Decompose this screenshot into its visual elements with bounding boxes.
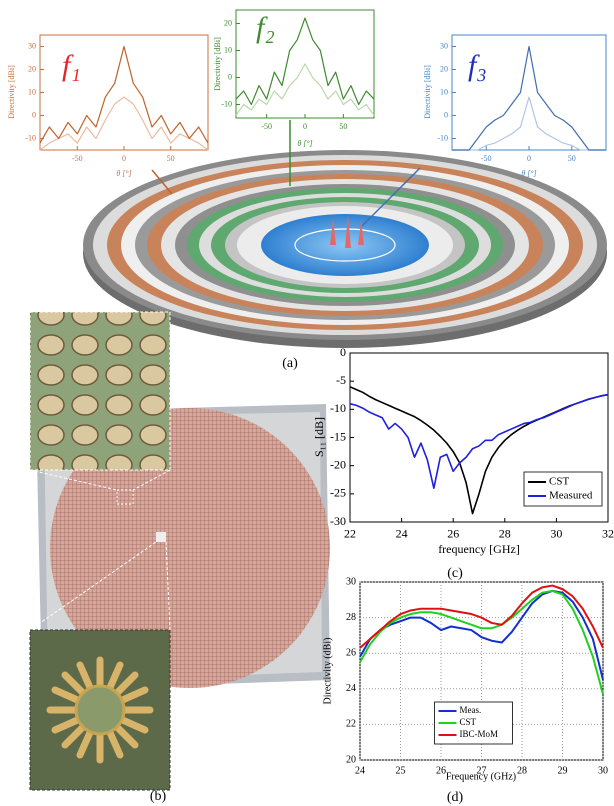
legend-label: Meas. <box>460 705 482 715</box>
x-tick-label: 28 <box>499 527 511 541</box>
y-tick-label: 24 <box>346 683 356 694</box>
x-tick-label: 30 <box>550 527 562 541</box>
y-tick-label: 0 <box>228 72 232 81</box>
legend-label: CST <box>549 476 569 488</box>
y-tick-label: -10 <box>221 99 232 108</box>
y-tick-label: -25 <box>330 486 346 500</box>
y-tick-label: 0 <box>32 110 36 119</box>
legend-label: IBC-MoM <box>460 729 499 739</box>
x-axis-label: θ [°] <box>297 139 312 148</box>
x-tick-label: 50 <box>167 154 175 163</box>
panel-label: (a) <box>282 356 298 371</box>
y-tick-label: 20 <box>28 64 36 73</box>
y-tick-label: -10 <box>25 133 36 142</box>
y-tick-label: 10 <box>224 45 232 54</box>
y-tick-label: -20 <box>330 457 346 471</box>
x-tick-label: 32 <box>602 527 614 541</box>
x-tick-label: 25 <box>396 765 406 776</box>
x-tick-label: -50 <box>481 154 492 163</box>
y-tick-label: 20 <box>346 754 356 765</box>
legend-label: Measured <box>549 490 593 502</box>
x-tick-label: 50 <box>339 122 347 131</box>
panel-label: (b) <box>150 789 167 804</box>
y-tick-label: -10 <box>437 133 448 142</box>
x-axis-label: θ [°] <box>116 169 131 178</box>
y-tick-label: 0 <box>340 345 346 359</box>
x-tick-label: 0 <box>303 122 307 131</box>
y-tick-label: -10 <box>330 401 346 415</box>
x-tick-label: 30 <box>598 765 608 776</box>
x-tick-label: 24 <box>396 527 408 541</box>
panel-label: (c) <box>447 566 463 581</box>
y-tick-label: 22 <box>346 719 356 730</box>
y-tick-label: -5 <box>336 373 346 387</box>
y-tick-label: 30 <box>440 41 448 50</box>
y-tick-label: 20 <box>440 64 448 73</box>
x-axis-label: Frequency (GHz) <box>446 771 516 782</box>
x-axis-label: θ [°] <box>521 169 536 178</box>
x-tick-label: 50 <box>568 154 576 163</box>
x-tick-label: 28 <box>517 765 527 776</box>
x-tick-label: 0 <box>527 154 531 163</box>
x-tick-label: -50 <box>72 154 83 163</box>
page: -100102030-50050f₁θ [°]Directivity [dBi]… <box>0 0 614 806</box>
x-tick-label: -50 <box>261 122 272 131</box>
x-tick-label: 29 <box>558 765 568 776</box>
x-tick-label: 24 <box>355 765 365 776</box>
y-axis-label: Directivity (dBi) <box>322 638 333 705</box>
x-axis-label: frequency [GHz] <box>438 542 520 556</box>
panel-label: (d) <box>447 790 464 805</box>
y-axis-label: S₁₁ [dB] <box>312 417 326 457</box>
photo <box>0 312 330 790</box>
x-tick-label: 22 <box>344 527 356 541</box>
y-tick-label: 20 <box>224 18 232 27</box>
x-tick-label: 26 <box>436 765 446 776</box>
y-tick-label: 10 <box>440 87 448 96</box>
y-tick-label: 28 <box>346 612 356 623</box>
y-tick-label: 30 <box>346 576 356 587</box>
y-tick-label: 10 <box>28 87 36 96</box>
y-tick-label: 26 <box>346 647 356 658</box>
figure: -100102030-50050f₁θ [°]Directivity [dBi]… <box>0 0 614 806</box>
y-tick-label: 0 <box>444 110 448 119</box>
y-axis-label: Directivity [dBi] <box>7 65 16 119</box>
y-axis-label: Directivity [dBi] <box>423 65 432 119</box>
y-axis-label: Directivity [dBi] <box>213 37 222 91</box>
x-tick-label: 0 <box>122 154 126 163</box>
chart-title: f₂ <box>256 11 275 44</box>
chart-title: f₃ <box>468 49 487 82</box>
chart-title: f₁ <box>62 49 81 82</box>
legend-label: CST <box>460 717 477 727</box>
y-tick-label: 30 <box>28 41 36 50</box>
y-tick-label: -15 <box>330 429 346 443</box>
x-tick-label: 26 <box>447 527 459 541</box>
